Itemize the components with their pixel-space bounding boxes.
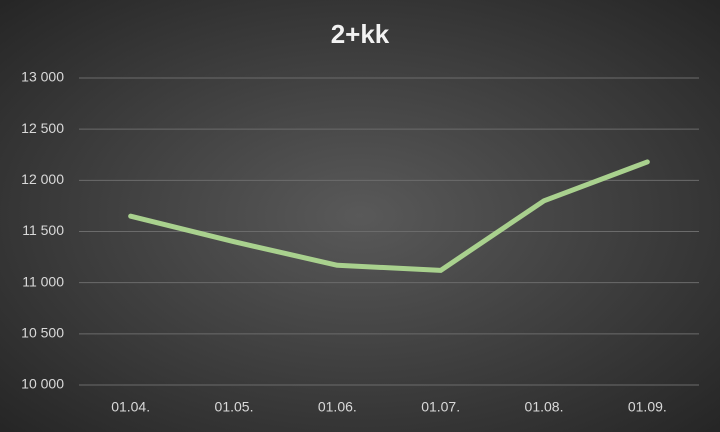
x-tick-label: 01.05. [215, 399, 254, 415]
y-tick-label: 11 000 [22, 273, 64, 289]
x-tick-label: 01.06. [318, 399, 357, 415]
y-tick-label: 13 000 [21, 69, 64, 85]
x-tick-label: 01.09. [628, 399, 667, 415]
data-line [128, 159, 650, 273]
y-tick-label: 10 500 [21, 325, 64, 341]
x-tick-label: 01.04. [111, 399, 150, 415]
y-tick-label: 12 500 [21, 120, 64, 136]
y-tick-label: 12 000 [21, 171, 64, 187]
y-tick-label: 10 000 [21, 376, 64, 392]
x-tick-label: 01.07. [421, 399, 460, 415]
y-tick-label: 11 500 [22, 222, 64, 238]
chart-title: 2+kk [331, 19, 390, 49]
x-tick-label: 01.08. [525, 399, 564, 415]
